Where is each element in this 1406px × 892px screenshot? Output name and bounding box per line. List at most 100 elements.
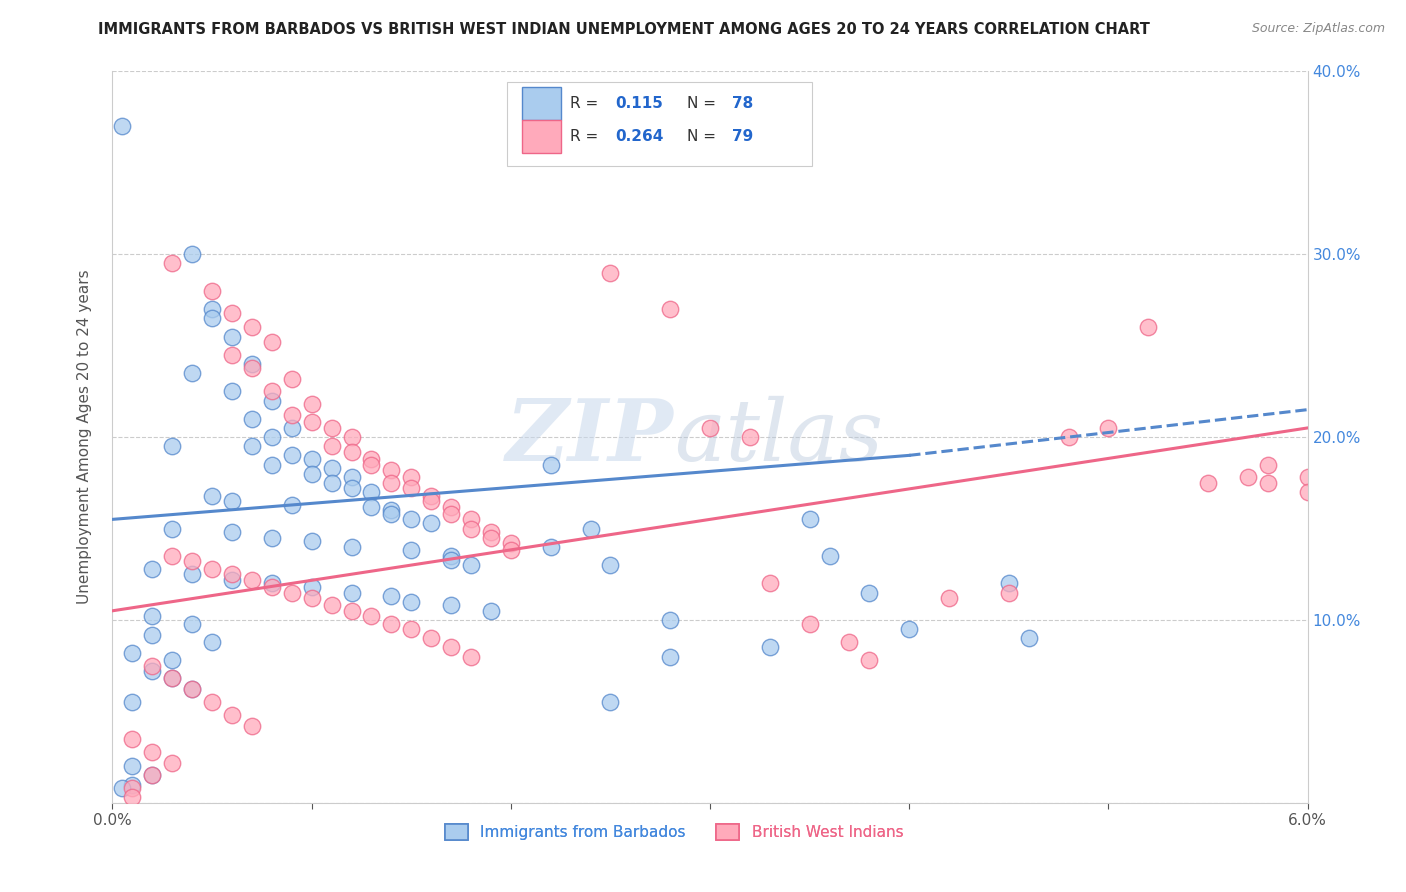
Point	[440, 640, 463, 655]
Point	[260, 458, 283, 472]
Point	[380, 463, 402, 477]
Point	[181, 366, 204, 380]
Point	[360, 609, 382, 624]
Point	[540, 458, 562, 472]
Point	[201, 489, 224, 503]
Point	[201, 301, 224, 317]
Point	[301, 452, 323, 467]
Point	[499, 536, 522, 550]
Point	[799, 512, 821, 526]
Point	[221, 329, 243, 343]
Point	[141, 745, 163, 759]
Legend: Immigrants from Barbados, British West Indians: Immigrants from Barbados, British West I…	[439, 818, 910, 847]
Point	[301, 534, 323, 549]
Point	[401, 622, 423, 636]
Text: ZIP: ZIP	[506, 395, 675, 479]
Point	[281, 498, 304, 512]
Point	[260, 576, 283, 591]
Point	[340, 585, 363, 599]
Point	[340, 470, 363, 484]
Point	[340, 604, 363, 618]
FancyBboxPatch shape	[523, 120, 561, 153]
Point	[121, 778, 143, 792]
Point	[360, 500, 382, 514]
Point	[260, 430, 283, 444]
Point	[181, 554, 204, 568]
Point	[420, 632, 443, 646]
Point	[898, 622, 921, 636]
Point	[818, 549, 841, 563]
Point	[460, 521, 482, 535]
Point	[380, 507, 402, 521]
Point	[321, 439, 343, 453]
Text: R =: R =	[571, 129, 603, 144]
Point	[998, 585, 1021, 599]
Point	[240, 412, 263, 426]
Point	[201, 311, 224, 326]
Point	[281, 371, 304, 385]
Point	[401, 470, 423, 484]
Point	[221, 384, 243, 399]
Point	[121, 759, 143, 773]
Point	[121, 790, 143, 805]
Point	[440, 507, 463, 521]
Point	[281, 585, 304, 599]
Point	[141, 562, 163, 576]
Point	[260, 580, 283, 594]
Point	[799, 616, 821, 631]
Point	[340, 430, 363, 444]
FancyBboxPatch shape	[508, 82, 811, 167]
Point	[1097, 421, 1119, 435]
Point	[401, 512, 423, 526]
Point	[162, 672, 183, 686]
Point	[181, 682, 204, 697]
Point	[181, 616, 204, 631]
Point	[440, 599, 463, 613]
Point	[699, 421, 721, 435]
Point	[1197, 475, 1219, 490]
Point	[121, 781, 143, 796]
Point	[1237, 470, 1260, 484]
Point	[111, 781, 134, 796]
Point	[301, 416, 323, 430]
Point	[141, 664, 163, 678]
Point	[479, 525, 502, 540]
Point	[401, 594, 423, 608]
Point	[162, 756, 183, 770]
Point	[401, 543, 423, 558]
Point	[460, 512, 482, 526]
Point	[420, 489, 443, 503]
Point	[121, 731, 143, 746]
Point	[162, 256, 183, 270]
Text: Source: ZipAtlas.com: Source: ZipAtlas.com	[1251, 22, 1385, 36]
Point	[360, 458, 382, 472]
Point	[260, 531, 283, 545]
Point	[281, 448, 304, 462]
Point	[321, 461, 343, 475]
Point	[162, 672, 183, 686]
Point	[321, 421, 343, 435]
FancyBboxPatch shape	[523, 87, 561, 120]
Point	[141, 658, 163, 673]
Point	[281, 408, 304, 422]
Point	[260, 393, 283, 408]
Point	[340, 481, 363, 495]
Point	[281, 421, 304, 435]
Point	[380, 589, 402, 603]
Point	[240, 320, 263, 334]
Text: 0.264: 0.264	[616, 129, 664, 144]
Point	[301, 580, 323, 594]
Point	[659, 649, 682, 664]
Point	[321, 599, 343, 613]
Point	[221, 525, 243, 540]
Point	[260, 384, 283, 399]
Text: 0.115: 0.115	[616, 96, 664, 111]
Point	[599, 695, 621, 709]
Point	[201, 695, 224, 709]
Point	[1296, 485, 1319, 500]
Point	[380, 503, 402, 517]
Point	[240, 573, 263, 587]
Point	[201, 635, 224, 649]
Point	[599, 558, 621, 573]
Point	[141, 768, 163, 782]
